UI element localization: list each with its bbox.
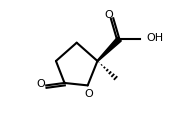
Text: O: O [85, 89, 93, 99]
Text: O: O [36, 79, 45, 89]
Text: O: O [105, 10, 113, 20]
Text: OH: OH [146, 33, 163, 43]
Polygon shape [97, 37, 121, 61]
